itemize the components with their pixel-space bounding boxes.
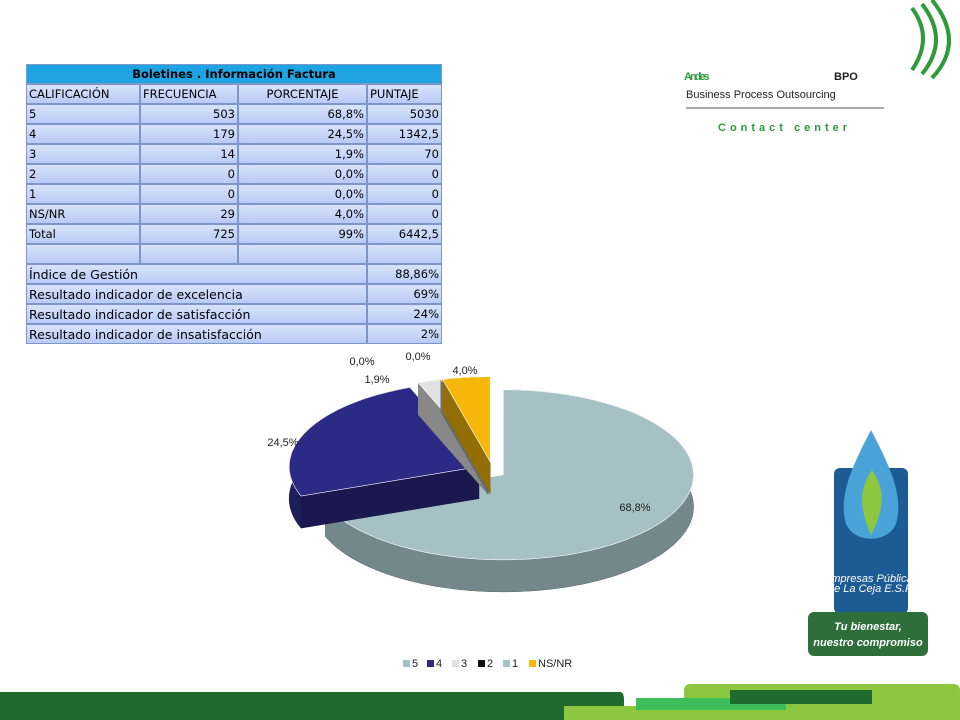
legend-label: 3	[461, 658, 467, 670]
pie-slice	[324, 389, 694, 593]
table-cell: 0	[140, 184, 238, 204]
table-cell: 2	[26, 164, 140, 184]
table-cell	[238, 244, 367, 264]
badge-name: Empresas Públicas	[824, 573, 919, 585]
table-cell: 70	[367, 144, 442, 164]
table-cell: Resultado indicador de excelencia	[26, 284, 367, 304]
table-cell: 68,8%	[238, 104, 367, 124]
table-cell: 1,9%	[238, 144, 367, 164]
legend-swatch	[478, 660, 485, 667]
badge-slogan-box	[808, 612, 928, 656]
table-cell: Boletines . Información Factura	[26, 64, 442, 84]
data-label: 68,8%	[619, 502, 650, 514]
table-cell: 14	[140, 144, 238, 164]
table-cell: 1342,5	[367, 124, 442, 144]
data-label: 1,9%	[364, 374, 389, 386]
legend-label: 5	[412, 658, 418, 670]
pie-slice	[288, 387, 480, 529]
legend-swatch	[452, 660, 459, 667]
table-cell: 88,86%	[367, 264, 442, 284]
table-cell: CALIFICACIÓN	[26, 84, 140, 104]
legend-swatch	[427, 660, 434, 667]
logo-subtitle: Contact center	[718, 122, 851, 134]
table-cell: 2%	[367, 324, 442, 344]
footer-bar	[0, 692, 624, 720]
table-cell: 69%	[367, 284, 442, 304]
table-cell: 0	[367, 164, 442, 184]
slice-edge	[301, 466, 480, 529]
table-cell	[26, 244, 140, 264]
table-cell: 24,5%	[238, 124, 367, 144]
legend-label: 4	[436, 658, 442, 670]
legend-swatch	[403, 660, 410, 667]
table-cell: 1	[26, 184, 140, 204]
footer	[0, 684, 960, 720]
table-cell: FRECUENCIA	[140, 84, 238, 104]
legend-label: NS/NR	[538, 658, 572, 670]
table-cell: 0	[367, 204, 442, 224]
table-cell: 24%	[367, 304, 442, 324]
table-cell	[140, 244, 238, 264]
table-cell: Total	[26, 224, 140, 244]
table-cell: Resultado indicador de satisfacción	[26, 304, 367, 324]
table-cell: 6442,5	[367, 224, 442, 244]
table-cell: NS/NR	[26, 204, 140, 224]
badge-slogan: nuestro compromiso	[813, 637, 923, 649]
logo-waves	[910, 0, 951, 80]
table-cell: Índice de Gestión	[26, 264, 367, 284]
data-label: 0,0%	[405, 351, 430, 363]
badge-slogan: Tu bienestar,	[834, 621, 902, 633]
table-cell: 0,0%	[238, 184, 367, 204]
table-cell: 0	[367, 184, 442, 204]
table-cell	[367, 244, 442, 264]
table-cell: 5	[26, 104, 140, 124]
slice-top	[442, 376, 491, 463]
slice-edge	[442, 379, 491, 494]
data-label: 0,0%	[349, 356, 374, 368]
pie-slice	[442, 376, 491, 495]
data-label: 4,0%	[452, 365, 477, 377]
table-cell: 29	[140, 204, 238, 224]
table-cell: 99%	[238, 224, 367, 244]
legend-label: 1	[512, 658, 518, 670]
footer-bar	[730, 690, 872, 704]
table-cell: 179	[140, 124, 238, 144]
table-cell: Resultado indicador de insatisfacción	[26, 324, 367, 344]
badge-leaf	[862, 470, 882, 535]
logo: Andes BPO Business Process Outsourcing C…	[684, 0, 951, 134]
table-cell: PORCENTAJE	[238, 84, 367, 104]
table-cell: 503	[140, 104, 238, 124]
data-label: 24,5%	[267, 437, 298, 449]
logo-brand: Andes	[684, 71, 710, 83]
table-cell: 4,0%	[238, 204, 367, 224]
table-cell: PUNTAJE	[367, 84, 442, 104]
legend-label: 2	[487, 658, 493, 670]
badge: Empresas Públicas de La Ceja E.S.P. Tu b…	[808, 430, 928, 656]
table-cell: 725	[140, 224, 238, 244]
table-cell: 4	[26, 124, 140, 144]
legend-swatch	[529, 660, 536, 667]
slice-top	[324, 389, 694, 561]
logo-tagline: Business Process Outsourcing	[686, 89, 836, 101]
table-cell: 0,0%	[238, 164, 367, 184]
legend-swatch	[503, 660, 510, 667]
logo-suffix: BPO	[834, 71, 858, 83]
badge-name: de La Ceja E.S.P.	[828, 583, 914, 595]
table-cell: 3	[26, 144, 140, 164]
slice-edge	[418, 382, 488, 495]
table-cell: 0	[140, 164, 238, 184]
table-cell: 5030	[367, 104, 442, 124]
